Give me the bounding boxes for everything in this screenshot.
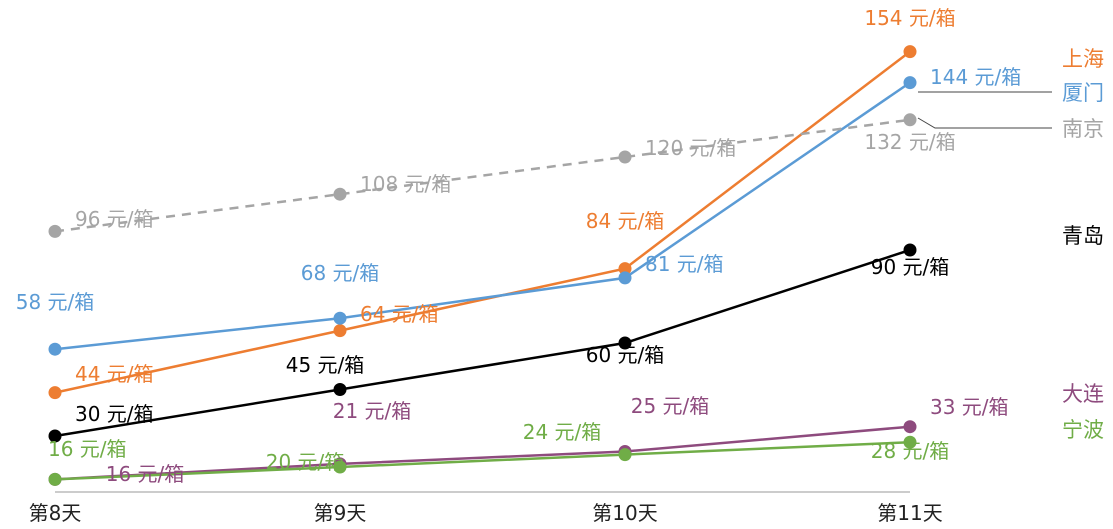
data-label: 108 元/箱: [360, 172, 451, 196]
data-label: 60 元/箱: [586, 343, 665, 367]
series-line-4: [54, 425, 911, 481]
x-tick-label: 第11天: [877, 501, 942, 525]
x-tick-label: 第8天: [29, 501, 82, 525]
data-label: 44 元/箱: [75, 362, 154, 386]
data-point: [903, 435, 917, 449]
data-label: 20 元/箱: [266, 450, 345, 474]
data-point: [903, 243, 917, 257]
data-point: [618, 262, 632, 276]
data-label: 45 元/箱: [286, 353, 365, 377]
leader-line: [917, 117, 1052, 129]
data-point: [333, 187, 347, 201]
data-label: 16 元/箱: [106, 462, 185, 486]
data-point: [333, 311, 347, 325]
data-label: 21 元/箱: [333, 399, 412, 423]
series-line-0: [54, 50, 911, 394]
data-label: 144 元/箱: [930, 65, 1021, 89]
data-label: 154 元/箱: [864, 6, 955, 30]
data-label: 24 元/箱: [523, 420, 602, 444]
series-line-1: [54, 81, 911, 351]
data-point: [333, 324, 347, 338]
legend-label: 厦门: [1062, 81, 1104, 105]
data-label: 58 元/箱: [16, 290, 95, 314]
data-point: [903, 113, 917, 127]
data-label: 30 元/箱: [75, 402, 154, 426]
data-point: [48, 429, 62, 443]
data-point: [618, 448, 632, 462]
data-label: 96 元/箱: [75, 207, 154, 231]
data-point: [903, 76, 917, 90]
series-line-2: [54, 118, 911, 233]
data-label: 68 元/箱: [301, 261, 380, 285]
data-label: 90 元/箱: [871, 255, 950, 279]
data-point: [48, 224, 62, 238]
data-point: [618, 336, 632, 350]
data-point: [48, 472, 62, 486]
data-label: 84 元/箱: [586, 209, 665, 233]
data-label: 28 元/箱: [871, 439, 950, 463]
x-tick-label: 第10天: [592, 501, 657, 525]
series-line-3: [54, 248, 911, 438]
legend-label: 大连: [1062, 382, 1104, 406]
data-point: [618, 271, 632, 285]
data-point: [48, 386, 62, 400]
series-line-5: [54, 440, 911, 481]
data-label: 33 元/箱: [930, 395, 1009, 419]
legend-label: 宁波: [1062, 418, 1104, 442]
data-label: 64 元/箱: [360, 302, 439, 326]
legend-label: 南京: [1062, 117, 1104, 141]
legend-label: 上海: [1062, 47, 1104, 71]
data-label: 25 元/箱: [631, 394, 710, 418]
x-tick-label: 第9天: [314, 501, 367, 525]
data-label: 132 元/箱: [864, 130, 955, 154]
data-point: [903, 420, 917, 434]
data-point: [333, 460, 347, 474]
data-point: [903, 45, 917, 59]
data-point: [48, 342, 62, 356]
data-label: 16 元/箱: [48, 437, 127, 461]
data-label: 120 元/箱: [645, 136, 736, 160]
data-point: [333, 383, 347, 396]
data-point: [618, 150, 632, 164]
legend-label: 青岛: [1062, 224, 1104, 248]
data-label: 81 元/箱: [645, 252, 724, 276]
